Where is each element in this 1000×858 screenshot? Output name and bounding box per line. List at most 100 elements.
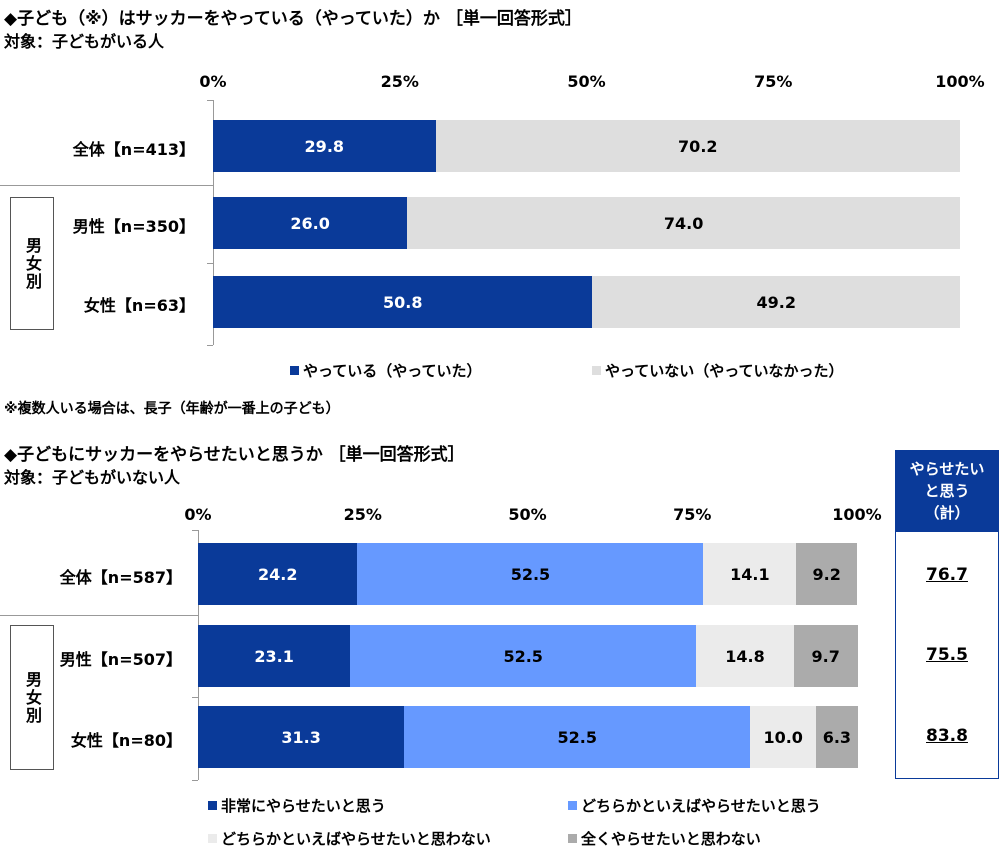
legend-label: どちらかといえばやらせたいと思う	[581, 797, 821, 815]
bar-segment: 70.2	[435, 120, 960, 172]
bar-segment: 14.1	[703, 543, 797, 605]
group-label-box: 男女別	[10, 197, 54, 330]
tick-label: 0%	[199, 72, 227, 91]
legend-item: やっていない（やっていなかった）	[592, 360, 844, 381]
data-label: 31.3	[281, 727, 321, 747]
data-label: 10.0	[763, 727, 803, 747]
divider-line	[0, 185, 213, 186]
tick-label: 75%	[754, 72, 793, 91]
bar-segment: 14.8	[696, 625, 794, 687]
tick-label: 100%	[935, 72, 985, 91]
bar-segment: 9.2	[796, 543, 857, 605]
axis-tick	[192, 530, 198, 531]
category-label: 全体【n=413】	[72, 140, 195, 159]
data-label: 49.2	[756, 292, 796, 312]
bar-segment: 10.0	[750, 706, 817, 768]
legend-item: 非常にやらせたいと思う	[208, 795, 386, 816]
bar-segment: 26.0	[213, 197, 408, 249]
data-label: 70.2	[678, 136, 718, 156]
bar-row: 31.3 52.5 10.0 6.3	[198, 706, 858, 768]
legend-swatch	[592, 366, 601, 375]
summary-header: やらせたい と思う （計）	[895, 450, 999, 532]
category-label: 女性【n=63】	[83, 296, 195, 315]
bar-row: 24.2 52.5 14.1 9.2	[198, 543, 857, 605]
data-label: 24.2	[257, 564, 298, 584]
category-label: 男性【n=350】	[72, 217, 195, 236]
category-label: 男性【n=507】	[59, 650, 182, 669]
legend-label: やっていない（やっていなかった）	[605, 362, 844, 380]
tick-label: 0%	[184, 505, 212, 524]
data-label: 6.3	[822, 727, 852, 747]
summary-value: 75.5	[926, 645, 968, 665]
group-label-box: 男女別	[10, 625, 54, 770]
legend-swatch	[208, 834, 217, 843]
bar-row: 26.0 74.0	[213, 197, 960, 249]
legend-label: やっている（やっていた）	[303, 362, 482, 380]
bar-segment: 49.2	[592, 276, 960, 328]
group-label: 男女別	[23, 236, 42, 291]
data-label: 52.5	[503, 646, 543, 666]
bar-segment: 74.0	[407, 197, 960, 249]
legend-item: 全くやらせたいと思わない	[568, 828, 761, 849]
bar-row: 23.1 52.5 14.8 9.7	[198, 625, 858, 687]
chart2-subtitle: 対象：子どもがいない人	[4, 468, 181, 487]
legend-swatch	[290, 366, 299, 375]
legend-item: どちらかといえばやらせたいと思う	[568, 795, 821, 816]
axis-tick	[207, 100, 213, 101]
tick-label: 75%	[673, 505, 712, 524]
data-label: 29.8	[304, 136, 345, 156]
group-label: 男女別	[23, 670, 42, 725]
summary-header-line: （計）	[924, 504, 970, 522]
summary-header-line: と思う	[924, 482, 970, 500]
data-label: 14.8	[725, 646, 765, 666]
chart1-subtitle: 対象：子どもがいる人	[4, 32, 165, 51]
tick-label: 25%	[380, 72, 419, 91]
bar-segment: 31.3	[198, 706, 405, 768]
axis-tick	[207, 262, 213, 264]
chart1-note: ※複数人いる場合は、長子（年齢が一番上の子ども）	[4, 401, 340, 417]
bar-segment: 50.8	[213, 276, 593, 328]
data-label: 14.1	[730, 564, 770, 584]
bar-segment: 29.8	[213, 120, 436, 172]
bar-row: 50.8 49.2	[213, 276, 960, 328]
legend-swatch	[208, 801, 217, 810]
bar-segment: 6.3	[816, 706, 858, 768]
tick-label: 25%	[343, 505, 382, 524]
summary-value: 83.8	[926, 726, 968, 746]
data-label: 52.5	[557, 727, 597, 747]
data-label: 52.5	[510, 564, 551, 584]
bar-segment: 52.5	[357, 543, 704, 605]
bar-row: 29.8 70.2	[213, 120, 960, 172]
legend-label: どちらかといえばやらせたいと思わない	[221, 830, 491, 848]
tick-label: 50%	[567, 72, 606, 91]
legend-label: 全くやらせたいと思わない	[581, 830, 761, 848]
data-label: 9.7	[811, 646, 840, 666]
axis-tick	[207, 345, 213, 346]
data-label: 74.0	[663, 213, 704, 233]
chart2-title: ◆子どもにサッカーをやらせたいと思うか ［単一回答形式］	[4, 445, 465, 465]
chart1-title: ◆子ども（※）はサッカーをやっている（やっていた）か ［単一回答形式］	[4, 9, 582, 29]
legend-item: どちらかといえばやらせたいと思わない	[208, 828, 491, 849]
data-label: 26.0	[290, 213, 330, 233]
legend-swatch	[568, 834, 577, 843]
category-label: 女性【n=80】	[70, 731, 182, 750]
axis-tick	[192, 696, 198, 698]
bar-segment: 9.7	[793, 625, 858, 687]
legend-item: やっている（やっていた）	[290, 360, 482, 381]
summary-value: 76.7	[926, 565, 968, 585]
bar-segment: 24.2	[198, 543, 358, 605]
bar-segment: 23.1	[198, 625, 351, 687]
bar-segment: 52.5	[404, 706, 751, 768]
axis-tick	[192, 780, 198, 781]
tick-label: 50%	[508, 505, 547, 524]
data-label: 50.8	[382, 292, 423, 312]
summary-header-line: やらせたい	[909, 460, 985, 478]
tick-label: 100%	[832, 505, 882, 524]
category-label: 全体【n=587】	[59, 568, 182, 587]
bar-segment: 52.5	[350, 625, 697, 687]
data-label: 23.1	[254, 646, 294, 666]
legend-swatch	[568, 801, 577, 810]
divider-line	[0, 615, 198, 616]
data-label: 9.2	[812, 564, 841, 584]
legend-label: 非常にやらせたいと思う	[221, 797, 386, 815]
